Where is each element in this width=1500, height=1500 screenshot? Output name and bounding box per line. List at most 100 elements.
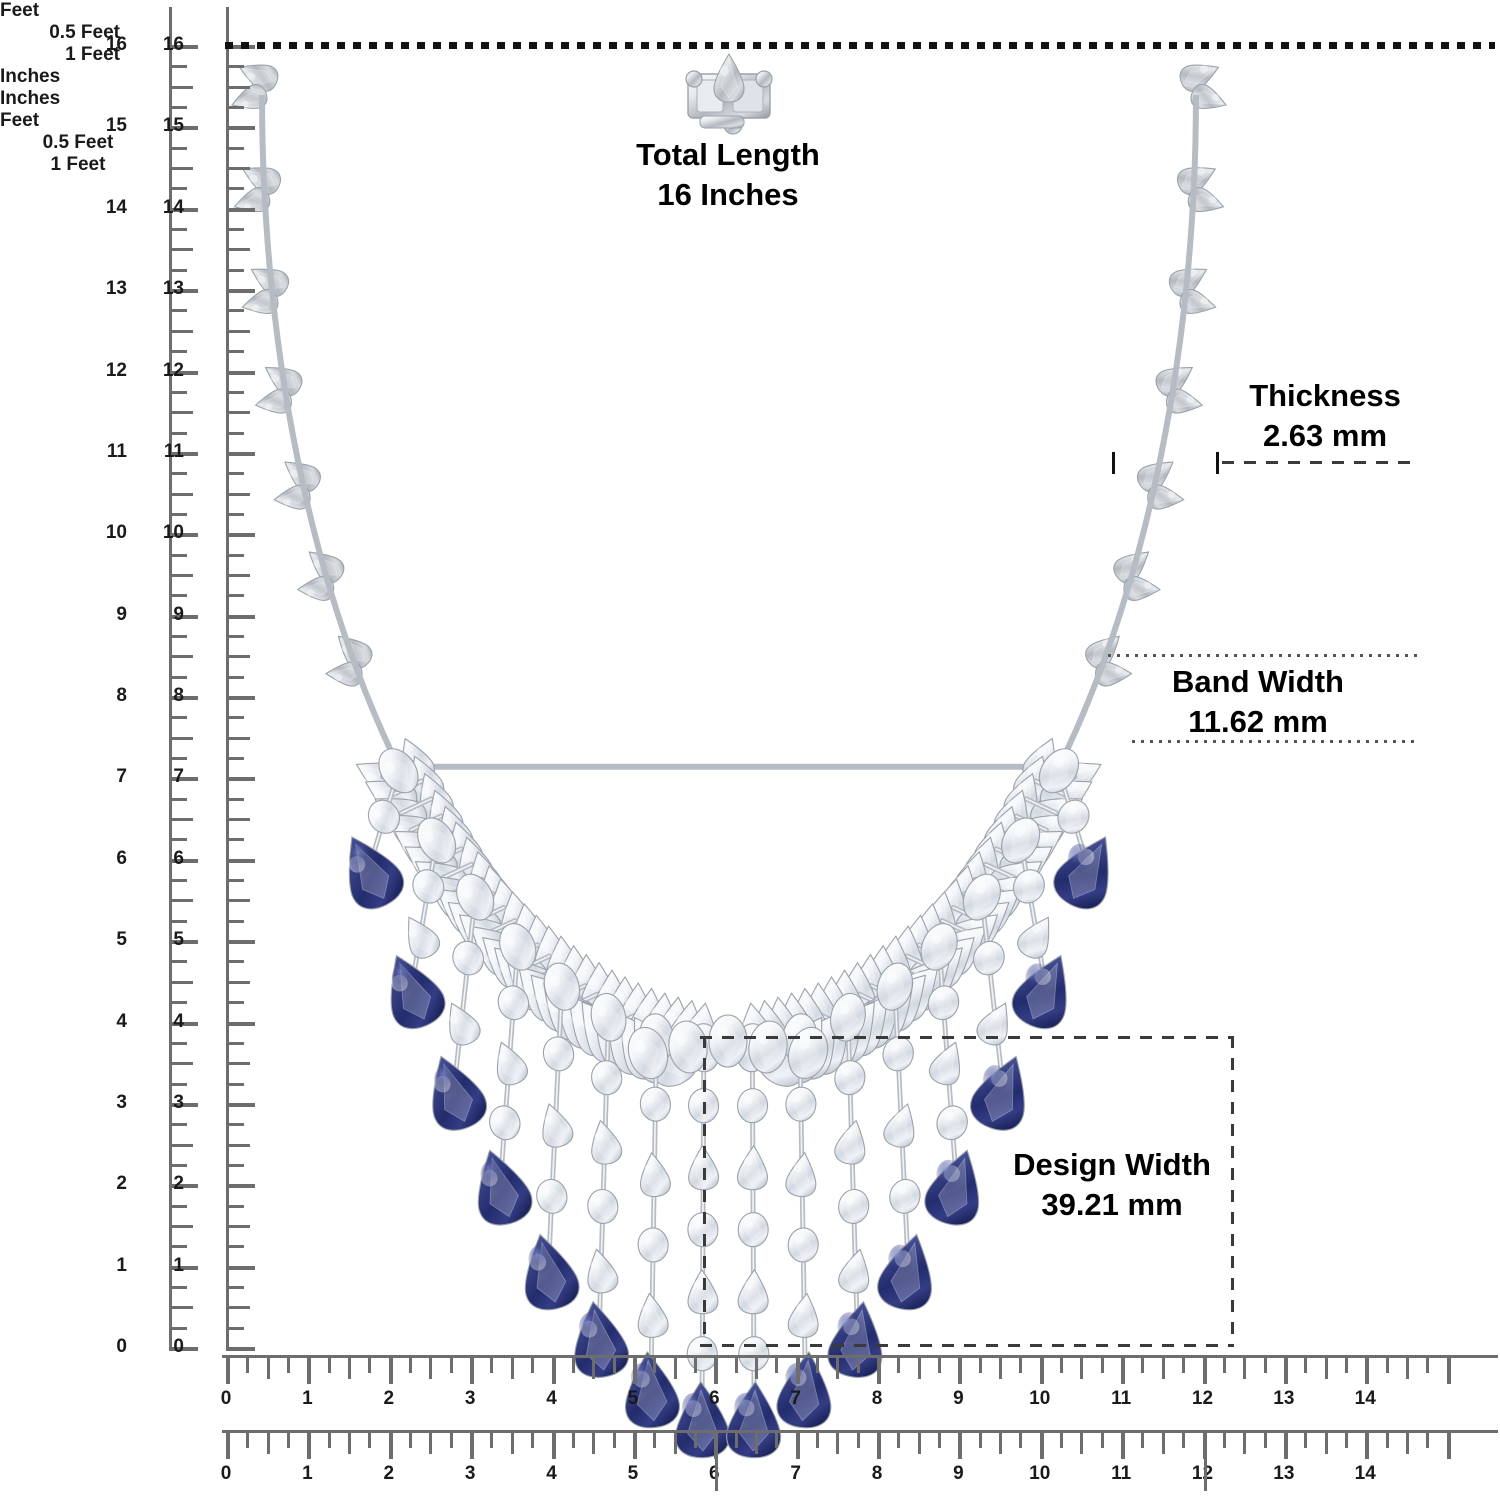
chain-link: [241, 288, 279, 315]
fringe-diamond-pear: [408, 916, 441, 959]
horizontal_feet-tick: [1222, 1433, 1226, 1448]
vertical_feet-tick: [172, 207, 198, 212]
vertical_inches-tick: [229, 329, 250, 333]
horizontal_feet-tick-label: 8: [871, 1463, 883, 1484]
vertical_feet-marker-label: 0.5 Feet: [49, 22, 120, 43]
vertical_feet-tick: [172, 1041, 187, 1045]
vertical_feet-tick: [172, 1285, 187, 1289]
fringe-diamond-round: [936, 1105, 968, 1141]
fringe-anchor-diamond: [1001, 817, 1041, 864]
vertical_feet-tick: [172, 1204, 187, 1208]
vertical_inches-tick: [229, 573, 250, 577]
horizontal_feet-tick: [531, 1433, 535, 1448]
horizontal_feet-tick-label: 0: [220, 1463, 232, 1484]
vertical_inches-tick-label: 1: [173, 1254, 184, 1276]
horizontal_feet-tick: [409, 1433, 413, 1448]
vertical_inches-tick: [229, 1062, 250, 1066]
band-width-dimension-line-top: [1108, 654, 1420, 657]
vertical_inches-tick-label: 12: [162, 359, 184, 381]
vertical_inches-tick: [229, 1204, 244, 1208]
horizontal_feet-tick-label: 7: [790, 1463, 801, 1484]
vertical_feet-tick: [172, 1245, 187, 1249]
horizontal_feet-marker-tick: [1203, 1433, 1207, 1491]
horizontal_feet-tick: [856, 1433, 860, 1448]
vertical_feet-tick: [172, 899, 193, 903]
fringe-diamond-pear: [449, 1002, 481, 1046]
fringe-anchor-diamond: [378, 748, 419, 794]
fringe-diamond-pear: [496, 1041, 528, 1086]
horizontal_inches-tick: [551, 1358, 556, 1384]
design-width-dimension-line-bottom: [700, 1344, 1234, 1347]
vertical_inches-tick: [229, 899, 250, 903]
sapphire-highlight: [528, 1244, 553, 1275]
horizontal_feet-tick: [1426, 1433, 1430, 1448]
horizontal_inches-tick: [1426, 1358, 1430, 1373]
vertical_inches-tick: [229, 594, 244, 598]
vertical_feet-tick-label: 15: [105, 115, 127, 137]
fringe-diamond-round: [367, 799, 401, 834]
vertical_feet-tick: [172, 736, 193, 740]
horizontal_inches-tick: [307, 1358, 312, 1384]
horizontal_feet-unit-label: Feet: [0, 110, 40, 131]
fringe-diamond-pear: [785, 1151, 817, 1198]
vertical_feet-tick-label: 14: [105, 196, 127, 218]
vertical_feet-unit-label: Feet: [0, 0, 40, 21]
vertical_inches-tick: [229, 838, 244, 842]
horizontal_inches-tick: [754, 1358, 758, 1379]
vertical_feet-tick: [172, 1163, 187, 1167]
fringe-diamond-round: [591, 1060, 623, 1096]
vertical_inches-tick: [229, 309, 244, 313]
vertical_feet-tick: [172, 1306, 193, 1310]
horizontal_inches-tick: [470, 1358, 475, 1384]
vertical_feet-tick: [172, 146, 187, 150]
thickness-endcap-right: [1216, 452, 1219, 474]
vertical_inches-tick: [229, 187, 244, 191]
band-width-dimension-line-bottom: [1132, 740, 1420, 743]
horizontal_feet-tick: [327, 1433, 331, 1448]
vertical_feet-tick-label: 1: [116, 1254, 127, 1276]
chain-link: [231, 83, 268, 110]
horizontal_feet-tick: [510, 1433, 514, 1454]
design-width-dimension-line-right: [1231, 1036, 1234, 1346]
horizontal_inches-unit-label: Inches: [0, 88, 61, 109]
vertical_feet-tick: [172, 675, 187, 679]
sapphire-highlight: [837, 1312, 862, 1343]
horizontal_inches-tick: [287, 1358, 291, 1373]
vertical_inches-tick: [229, 65, 244, 69]
vertical_feet-tick: [172, 1123, 187, 1127]
horizontal_inches-tick: [510, 1358, 514, 1379]
vertical_feet-tick: [172, 1082, 187, 1086]
horizontal_feet-tick-label: 12: [1191, 1463, 1214, 1484]
vertical_inches-tick: [229, 289, 255, 294]
horizontal_inches-tick: [1100, 1358, 1104, 1373]
horizontal_inches-tick: [1141, 1358, 1145, 1373]
fringe-anchor-diamond: [417, 817, 457, 864]
horizontal_inches-tick-label: 7: [790, 1388, 801, 1409]
vertical_inches-tick: [229, 919, 244, 923]
vertical_feet-tick: [172, 1224, 193, 1228]
fringe-diamond-round: [1012, 869, 1045, 904]
horizontal_inches-tick: [1182, 1358, 1186, 1373]
fringe-diamond-round: [738, 1336, 770, 1372]
horizontal_feet-tick: [551, 1433, 556, 1459]
annotation-design-width-value: 39.21 mm: [1041, 1186, 1183, 1222]
fringe-anchor-diamond: [920, 923, 958, 971]
horizontal_feet-tick: [1344, 1433, 1348, 1448]
vertical_feet-tick: [172, 309, 187, 313]
horizontal_feet-tick: [815, 1433, 819, 1448]
sapphire-highlight: [681, 1392, 706, 1423]
horizontal_feet-tick: [1121, 1433, 1126, 1459]
horizontal_inches-tick: [856, 1358, 860, 1373]
vertical_inches-tick: [229, 777, 255, 782]
vertical_inches-tick-label: 11: [163, 440, 184, 462]
fringe-anchor-diamond: [543, 962, 581, 1011]
annotation-total-length-title: Total Length: [636, 137, 820, 172]
vertical_feet-tick: [172, 980, 193, 984]
vertical_feet-tick: [172, 350, 187, 354]
horizontal_inches-tick: [836, 1358, 840, 1379]
horizontal_inches-tick: [734, 1358, 738, 1373]
fringe-diamond-pear: [883, 1103, 915, 1148]
horizontal_feet-tick: [490, 1433, 494, 1448]
vertical_inches-tick: [229, 1347, 255, 1351]
fringe-diamond-round: [639, 1086, 671, 1122]
